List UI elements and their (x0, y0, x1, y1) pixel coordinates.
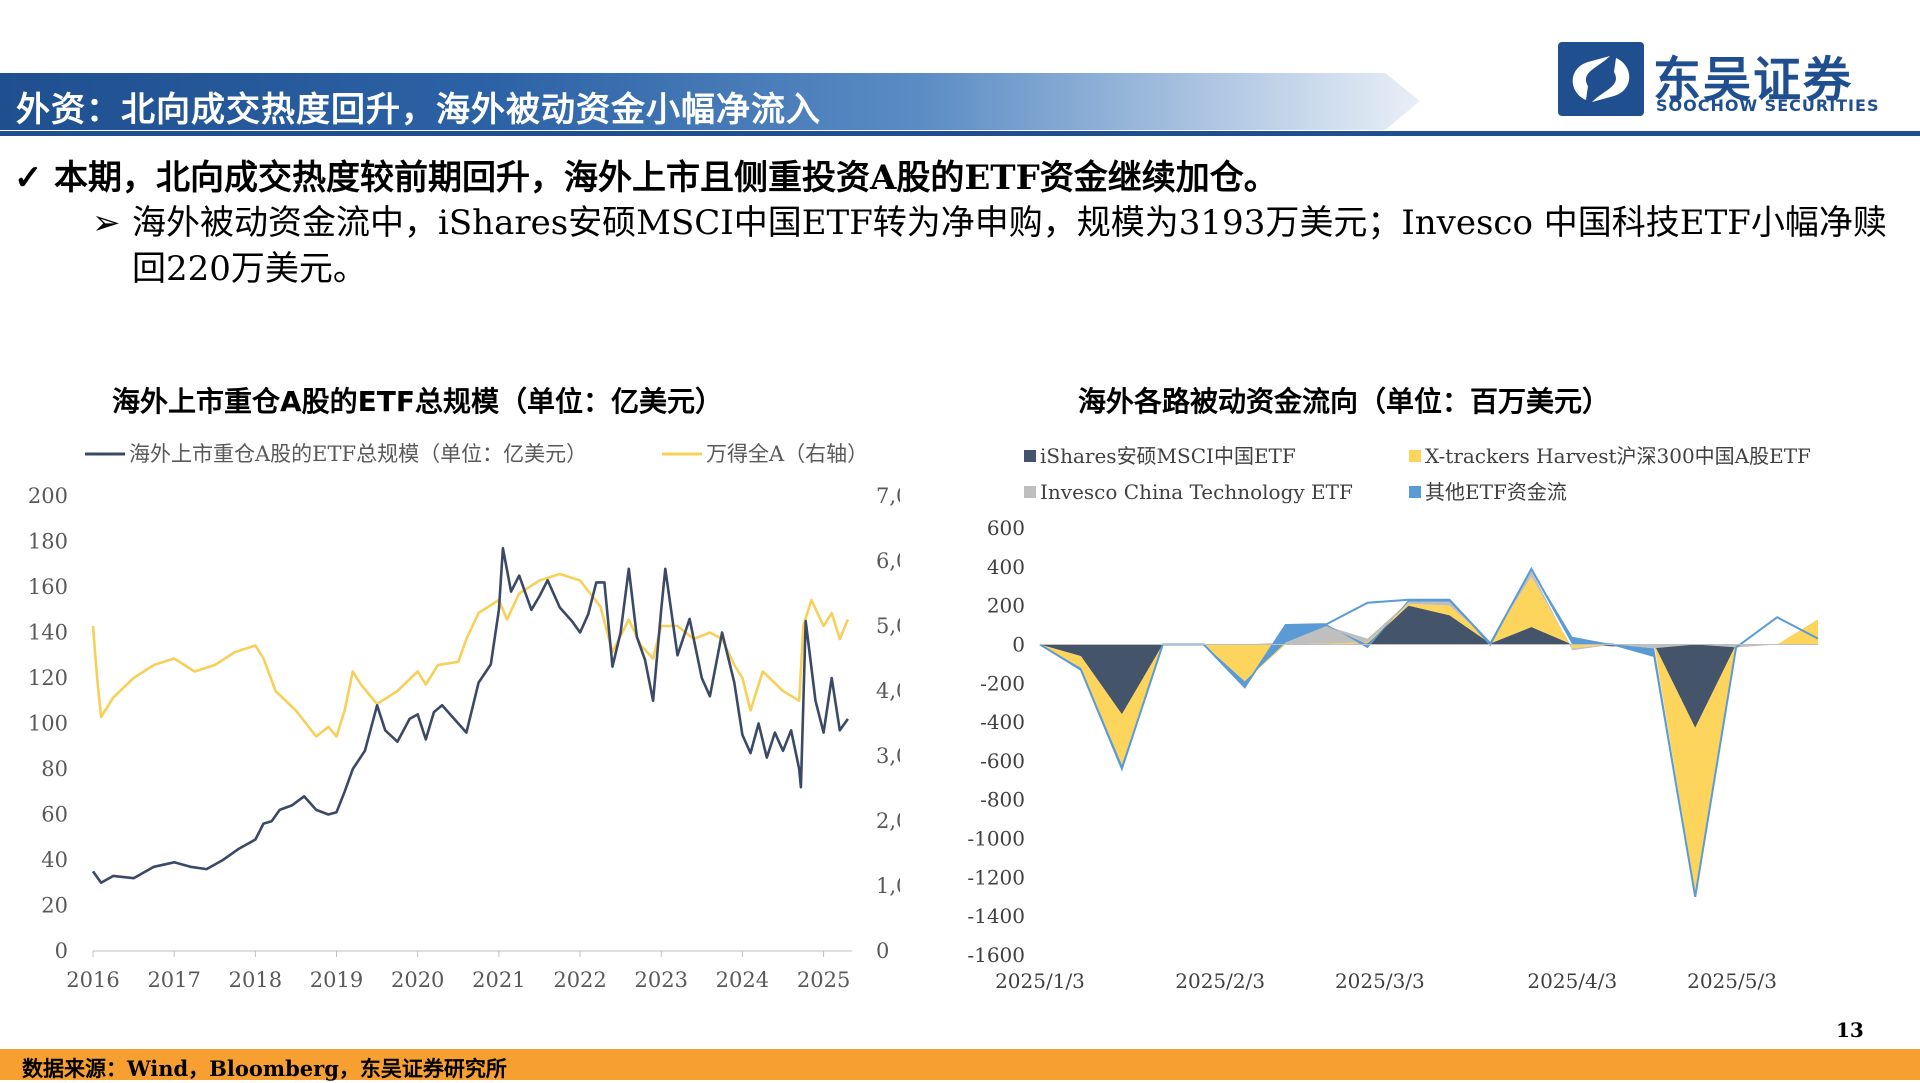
legend-swatch-0 (1024, 450, 1036, 462)
chart1-title: 海外上市重仓A股的ETF总规模（单位：亿美元） (112, 385, 724, 418)
x-tick-label: 2017 (147, 968, 200, 990)
logo-text-en: SOOCHOW SECURITIES (1656, 96, 1880, 115)
y-left-tick-label: 40 (41, 848, 68, 872)
x-tick-label: 2020 (391, 968, 444, 990)
chart-passive-flows: iShares安硕MSCI中国ETF X-trackers Harvest沪深30… (967, 444, 1819, 993)
y-left-tick-label: 20 (41, 894, 68, 918)
y-right-tick-label: 1,000 (876, 874, 900, 898)
y-tick-label: -400 (980, 710, 1025, 734)
y-right-tick-label: 2,000 (876, 809, 900, 833)
main-bullet-text: 本期，北向成交热度较前期回升，海外上市且侧重投资A股的ETF资金继续加仓。 (54, 158, 1278, 198)
main-bullet: ✓ 本期，北向成交热度较前期回升，海外上市且侧重投资A股的ETF资金继续加仓。 (14, 150, 1278, 199)
y-tick-label: 400 (987, 555, 1025, 579)
area-series-1 (1040, 576, 1818, 893)
page-number: 13 (1836, 1018, 1864, 1042)
legend-swatch-1 (1409, 450, 1421, 462)
footer-bar (0, 1049, 1920, 1080)
chart2-title: 海外各路被动资金流向（单位：百万美元） (1078, 385, 1611, 418)
x-tick-label: 2025/5/3 (1687, 969, 1777, 993)
legend-label-1: X-trackers Harvest沪深300中国A股ETF (1425, 444, 1811, 468)
y-left-tick-label: 100 (28, 712, 68, 736)
x-tick-label: 2025/3/3 (1335, 969, 1425, 993)
legend-label-0: iShares安硕MSCI中国ETF (1040, 444, 1296, 468)
legend-label-0: 海外上市重仓A股的ETF总规模（单位：亿美元） (129, 442, 587, 466)
arrow-icon: ➢ (92, 203, 121, 243)
x-tick-label: 2018 (229, 968, 282, 990)
y-left-tick-label: 200 (28, 484, 68, 508)
y-right-tick-label: 3,000 (876, 744, 900, 768)
title-bar (0, 73, 1420, 130)
x-tick-label: 2025/1/3 (995, 969, 1085, 993)
data-source: 数据来源：Wind，Bloomberg，东吴证券研究所 (22, 1056, 507, 1081)
y-left-tick-label: 180 (28, 530, 68, 554)
y-left-tick-label: 120 (28, 666, 68, 690)
y-tick-label: -1000 (967, 827, 1025, 851)
brand-logo (1558, 42, 1644, 116)
legend-label-1: 万得全A（右轴） (706, 442, 868, 466)
x-tick-label: 2016 (66, 968, 119, 990)
check-icon: ✓ (14, 158, 43, 198)
x-tick-label: 2022 (553, 968, 606, 990)
legend-swatch-2 (1024, 486, 1036, 498)
sub-bullet-text: 海外被动资金流中，iShares安硕MSCI中国ETF转为净申购，规模为3193… (132, 203, 1887, 289)
x-tick-label: 2025/4/3 (1527, 969, 1617, 993)
y-tick-label: -800 (980, 788, 1025, 812)
logo-text-cn: 东吴证券 (1653, 52, 1854, 108)
y-left-tick-label: 80 (41, 757, 68, 781)
y-right-tick-label: 0 (876, 939, 889, 963)
y-left-tick-label: 160 (28, 575, 68, 599)
x-tick-label: 2019 (310, 968, 363, 990)
series-line-0 (91, 547, 849, 885)
chart-etf-size: 海外上市重仓A股的ETF总规模（单位：亿美元） 万得全A（右轴） 0 20 40 60 80… (28, 442, 900, 990)
y-tick-label: -1200 (967, 865, 1025, 889)
page-title: 外资：北向成交热度回升，海外被动资金小幅净流入 (16, 90, 821, 130)
y-tick-label: -600 (980, 749, 1025, 773)
y-right-tick-label: 5,000 (876, 614, 900, 638)
y-right-tick-label: 4,000 (876, 679, 900, 703)
legend-label-3: 其他ETF资金流 (1425, 480, 1567, 504)
y-tick-label: -1400 (967, 904, 1025, 928)
x-tick-label: 2025/2/3 (1175, 969, 1265, 993)
x-tick-label: 2021 (472, 968, 525, 990)
y-left-tick-label: 0 (55, 939, 68, 963)
y-tick-label: -200 (980, 671, 1025, 695)
legend-swatch-3 (1409, 486, 1421, 498)
x-tick-label: 2023 (635, 968, 688, 990)
y-left-tick-label: 140 (28, 621, 68, 645)
y-tick-label: 200 (987, 594, 1025, 618)
y-left-tick-label: 60 (41, 803, 68, 827)
area-series-0 (1040, 605, 1818, 728)
header-divider (0, 131, 1920, 136)
y-tick-label: 0 (1012, 632, 1025, 656)
x-tick-label: 2024 (716, 968, 769, 990)
y-right-tick-label: 6,000 (876, 549, 900, 573)
y-tick-label: -1600 (967, 943, 1025, 967)
x-tick-label: 2025 (797, 968, 850, 990)
legend-label-2: Invesco China Technology ETF (1040, 480, 1353, 504)
series-line-1 (91, 572, 850, 738)
y-right-tick-label: 7,000 (876, 484, 900, 508)
y-tick-label: 600 (987, 516, 1025, 540)
